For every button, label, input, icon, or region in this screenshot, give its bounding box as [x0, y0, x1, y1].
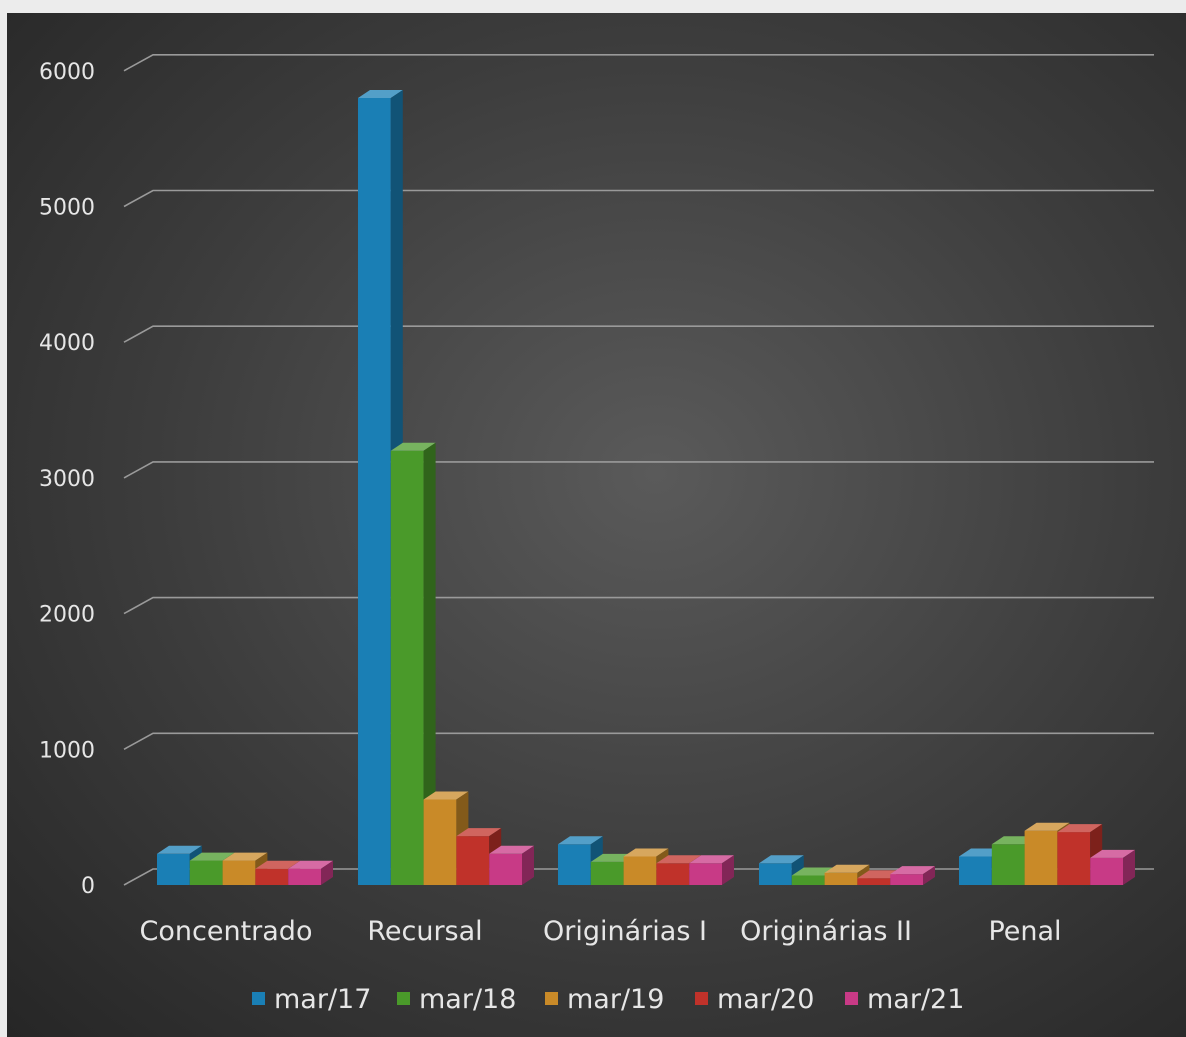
legend-item: mar/20: [695, 984, 814, 1015]
chart-area: 0 1000 2000 3000 4000 5000 6000 Concentrado Rec…: [7, 13, 1186, 1037]
y-tick-label: 3000: [39, 467, 95, 492]
x-axis-categories: Concentrado Recursal Originárias I Originár…: [140, 916, 1062, 947]
bar: [689, 855, 734, 885]
legend: mar/17 mar/18 mar/19 mar/20 mar/21: [252, 984, 964, 1015]
legend-item: mar/17: [252, 984, 371, 1015]
category-label: Recursal: [367, 916, 482, 947]
bar: [890, 866, 935, 885]
bar: [1090, 849, 1135, 885]
legend-label: mar/19: [567, 984, 664, 1015]
bar: [489, 845, 534, 885]
y-tick-label: 0: [81, 874, 95, 899]
y-axis-ticks: 0 1000 2000 3000 4000 5000 6000: [39, 60, 95, 899]
legend-label: mar/20: [717, 984, 814, 1015]
legend-item: mar/18: [397, 984, 516, 1015]
gridline: [123, 596, 1154, 615]
legend-label: mar/17: [274, 984, 371, 1015]
gridline: [123, 53, 1154, 72]
category-label: Originárias I: [543, 916, 707, 947]
legend-swatch: [397, 992, 410, 1005]
legend-swatch: [545, 992, 558, 1005]
legend-swatch: [845, 992, 858, 1005]
y-tick-label: 2000: [39, 603, 95, 628]
gridline: [123, 732, 1154, 751]
gridline: [123, 461, 1154, 479]
legend-swatch: [252, 992, 265, 1005]
bar: [390, 442, 436, 885]
bar: [288, 860, 333, 885]
bar: [222, 852, 268, 885]
category-label: Originárias II: [740, 916, 912, 947]
bars: [157, 89, 1135, 885]
gridlines: [123, 53, 1154, 886]
legend-item: mar/19: [545, 984, 664, 1015]
legend-label: mar/18: [419, 984, 516, 1015]
gridline: [123, 325, 1154, 343]
y-tick-label: 6000: [39, 60, 95, 85]
legend-label: mar/21: [867, 984, 964, 1015]
category-label: Concentrado: [140, 916, 313, 947]
y-tick-label: 4000: [39, 331, 95, 356]
y-tick-label: 1000: [39, 738, 95, 763]
bar-chart: 0 1000 2000 3000 4000 5000 6000 Concentrado Rec…: [39, 53, 1154, 1015]
category-label: Penal: [988, 916, 1061, 947]
legend-item: mar/21: [845, 984, 964, 1015]
gridline: [123, 189, 1154, 208]
y-tick-label: 5000: [39, 196, 95, 221]
legend-swatch: [695, 992, 708, 1005]
